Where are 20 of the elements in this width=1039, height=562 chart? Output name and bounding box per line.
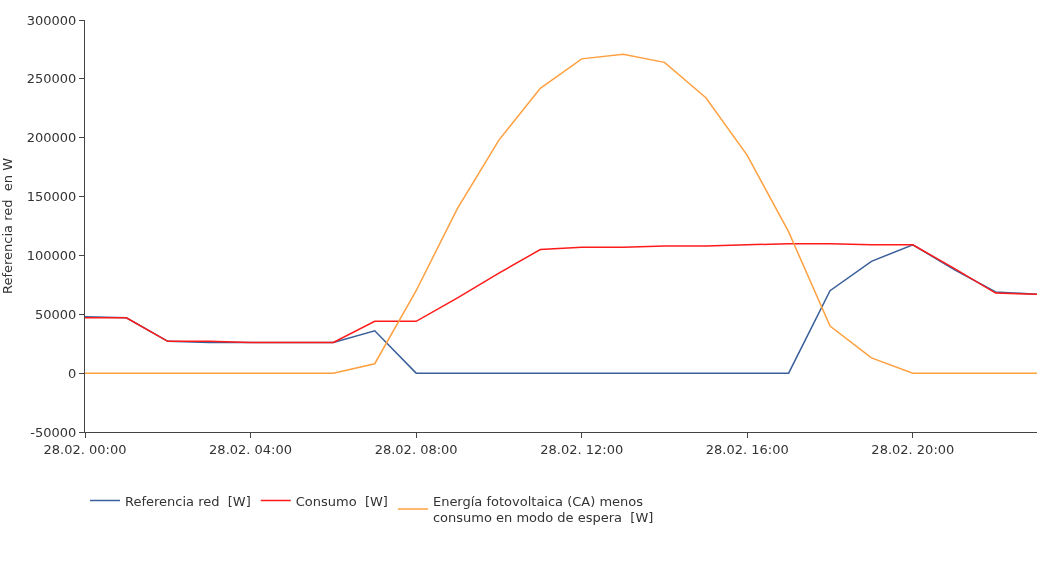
x-tick-label: 28.02. 04:00 bbox=[209, 441, 293, 457]
legend-label: Referencia red [W] bbox=[125, 493, 251, 509]
x-tick-label: 28.02. 16:00 bbox=[705, 441, 789, 457]
legend-label: Consumo [W] bbox=[295, 493, 388, 509]
y-tick-label: 150000 bbox=[26, 189, 77, 205]
y-tick-label: 50000 bbox=[35, 306, 77, 322]
x-tick-label: 28.02. 08:00 bbox=[374, 441, 458, 457]
x-tick-label: 28.02. 20:00 bbox=[871, 441, 955, 457]
legend-label: Energía fotovoltaica (CA) menos consumo en modo de espera [W] bbox=[432, 493, 654, 526]
y-tick-label: 300000 bbox=[26, 12, 77, 28]
line-series bbox=[85, 53, 1037, 374]
y-tick-label: -50000 bbox=[30, 424, 77, 440]
line-series bbox=[85, 242, 1037, 344]
y-tick-label: 250000 bbox=[26, 71, 77, 87]
x-tick-label: 28.02. 00:00 bbox=[43, 441, 127, 457]
y-tick-label: 0 bbox=[68, 365, 77, 381]
y-tick-label: 100000 bbox=[26, 247, 77, 263]
x-tick-label: 28.02. 12:00 bbox=[540, 441, 624, 457]
y-tick-label: 200000 bbox=[26, 130, 77, 146]
y-axis-title: Referencia red en W bbox=[0, 157, 15, 294]
